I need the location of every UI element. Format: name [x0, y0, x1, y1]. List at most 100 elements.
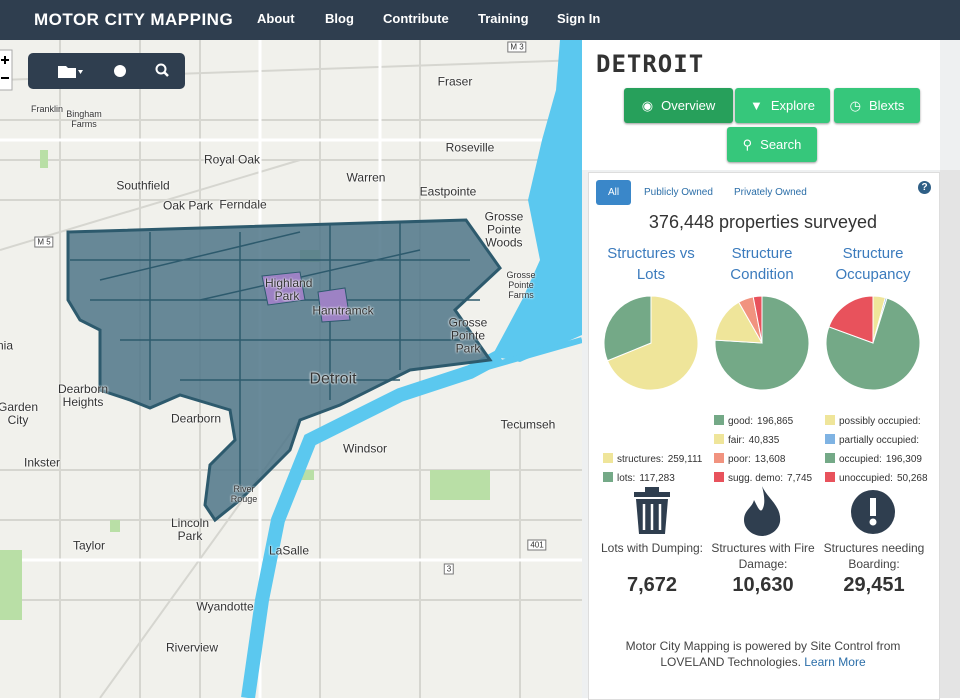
- map-label: River Rouge: [230, 484, 258, 504]
- overview-button[interactable]: ◉ Overview: [624, 88, 733, 123]
- road-shield: 3: [443, 563, 455, 575]
- search-button[interactable]: ⚲ Search: [727, 127, 817, 162]
- map-label: Grosse Pointe Farms: [506, 270, 536, 300]
- legend-swatch: [825, 472, 835, 482]
- map-label: Lincoln Park: [170, 516, 210, 543]
- pie-charts: structures: 259,111 lots: 117,283 good: 196,8…: [603, 295, 928, 484]
- nav-link[interactable]: Blog: [325, 11, 354, 26]
- map-label: Inkster: [23, 455, 61, 470]
- legend-entry: partially occupied:: [839, 435, 919, 446]
- scrollbar[interactable]: [940, 170, 960, 698]
- legend-value: 196,309: [886, 454, 923, 465]
- learn-more-link[interactable]: Learn More: [804, 655, 866, 669]
- search-icon[interactable]: [155, 63, 167, 75]
- legend-swatch: [825, 434, 835, 444]
- map-label: Wyandotte: [196, 599, 254, 614]
- map-canvas: [0, 40, 582, 698]
- road-shield: M 5: [34, 236, 54, 248]
- brand[interactable]: MOTOR CITY MAPPING: [34, 10, 234, 29]
- map[interactable]: Fraser Roseville Royal Oak Warren Eastpointe…: [0, 40, 582, 698]
- stat-label: Structures with Fire Damage:: [711, 541, 815, 571]
- help-icon[interactable]: ?: [918, 181, 931, 194]
- pie-title: Structures vs Lots: [607, 245, 695, 283]
- map-label: Franklin: [30, 104, 64, 114]
- legend-swatch: [714, 472, 724, 482]
- map-label: Tecumseh: [500, 417, 556, 432]
- legend-swatch: [603, 472, 613, 482]
- pie-title: Structure Occupancy: [835, 245, 911, 283]
- road-shield: M 3: [507, 41, 527, 53]
- tab-all[interactable]: All: [596, 180, 631, 205]
- legend-entry: occupied: 196,309: [839, 454, 922, 465]
- pie-slice: [603, 295, 652, 362]
- map-label: Detroit: [309, 370, 357, 388]
- map-label: nia: [0, 338, 14, 353]
- map-label: Grosse Pointe Park: [448, 315, 488, 356]
- pie-slice: [752, 295, 763, 344]
- summary: 376,448 properties surveyed: [648, 212, 878, 232]
- stat-icons: [634, 486, 895, 536]
- nav-link[interactable]: Training: [478, 11, 529, 26]
- map-label: Bingham Farms: [66, 109, 102, 129]
- nav-bar: MOTOR CITY MAPPING About Blog Contribute…: [0, 0, 960, 40]
- stat-label: Structures needing Boarding:: [823, 541, 925, 571]
- legend-swatch: [714, 415, 724, 425]
- nav-link[interactable]: Contribute: [383, 11, 449, 26]
- map-label: Eastpointe: [419, 184, 477, 199]
- road-shield: 401: [527, 539, 547, 551]
- pie-slice: [828, 295, 874, 344]
- legend-label: fair:: [728, 435, 745, 446]
- pie-title: Structure Condition: [730, 245, 794, 283]
- legend-value: 40,835: [749, 435, 780, 446]
- nav-link[interactable]: Sign In: [557, 11, 601, 26]
- legend-swatch: [714, 453, 724, 463]
- map-label: Royal Oak: [203, 152, 261, 167]
- legend-label: possibly occupied:: [839, 416, 921, 427]
- map-label: Warren: [346, 170, 386, 185]
- legend-swatch: [603, 453, 613, 463]
- map-label: Ferndale: [219, 197, 267, 212]
- pie-slice: [606, 295, 699, 391]
- legend-swatch: [714, 434, 724, 444]
- folder-icon[interactable]: [58, 66, 76, 78]
- legend-entry: possibly occupied:: [839, 416, 921, 427]
- map-label: Windsor: [342, 441, 388, 456]
- map-label: Riverview: [165, 640, 219, 655]
- map-label: Southfield: [116, 178, 170, 193]
- legend-label: lots:: [617, 473, 635, 484]
- map-label: Highland Park: [265, 276, 313, 303]
- legend-entry: unoccupied: 50,268: [839, 473, 928, 484]
- legend-entry: good: 196,865: [728, 416, 794, 427]
- map-label: Oak Park: [162, 198, 214, 213]
- side-panel: DETROIT ◉ Overview ▼ Explore ◷ Blexts ⚲ Sear…: [582, 40, 960, 700]
- legend-label: good:: [728, 416, 753, 427]
- dropdown-icon[interactable]: [78, 70, 83, 74]
- map-label: Hamtramck: [312, 303, 374, 318]
- legend-label: unoccupied:: [839, 473, 893, 484]
- map-label: Fraser: [437, 74, 473, 89]
- footer: Motor City Mapping is powered by Site Co…: [625, 639, 901, 669]
- blexts-button[interactable]: ◷ Blexts: [834, 88, 920, 123]
- explore-button[interactable]: ▼ Explore: [735, 88, 830, 123]
- legend-value: 117,283: [639, 473, 675, 484]
- legend-label: occupied:: [839, 454, 882, 465]
- tab-private[interactable]: Privately Owned: [734, 187, 807, 198]
- tab-public[interactable]: Publicly Owned: [644, 187, 713, 198]
- legend-value: 259,111: [668, 454, 703, 465]
- nav-link[interactable]: About: [257, 11, 295, 26]
- legend-entry: sugg. demo: 7,745: [728, 473, 813, 484]
- panel-title: DETROIT: [596, 50, 705, 78]
- legend-entry: fair: 40,835: [728, 435, 780, 446]
- legend-label: sugg. demo:: [728, 473, 783, 484]
- legend-entry: structures: 259,111: [617, 454, 703, 465]
- map-label: Dearborn Heights: [57, 382, 109, 409]
- globe-icon[interactable]: [114, 65, 126, 77]
- map-label: Grosse Pointe Woods: [484, 209, 524, 250]
- map-label: LaSalle: [268, 543, 310, 558]
- legend-value: 13,608: [755, 454, 786, 465]
- map-toolbar: [28, 53, 185, 89]
- legend-label: partially occupied:: [839, 435, 919, 446]
- pie-slice: [714, 301, 763, 344]
- panel-card: [588, 172, 940, 700]
